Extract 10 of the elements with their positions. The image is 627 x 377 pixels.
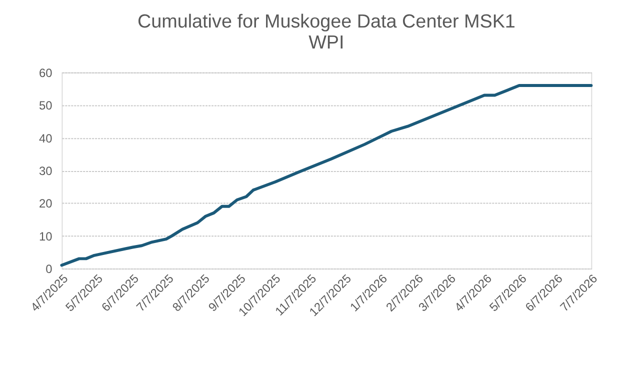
y-tick-label: 20 [38, 196, 53, 211]
y-tick-label: 40 [38, 131, 53, 146]
text: WPI [308, 32, 344, 54]
y-tick-label: 30 [38, 164, 53, 178]
text: Cumulative for Muskogee Data Center MSK1 [137, 12, 516, 33]
line-series [60, 84, 593, 267]
y-tick-label: 10 [38, 229, 53, 244]
y-tick-label: 0 [46, 262, 53, 276]
y-tick-label: 50 [38, 98, 53, 113]
y-tick-label: 60 [38, 66, 53, 80]
